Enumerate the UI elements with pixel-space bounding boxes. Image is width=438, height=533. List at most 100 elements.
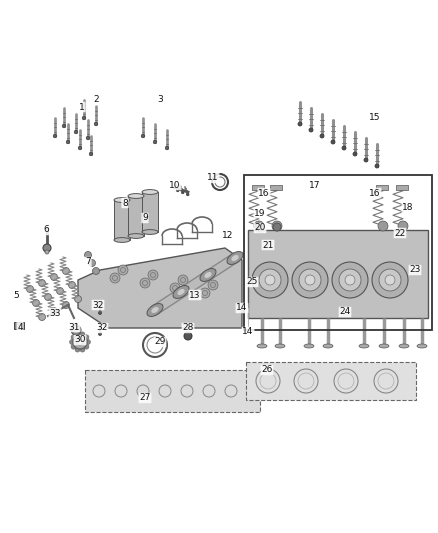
Text: 15: 15 [369,114,381,123]
Circle shape [43,244,51,252]
Circle shape [292,262,328,298]
Text: 16: 16 [369,189,381,198]
Circle shape [75,332,80,337]
Circle shape [74,295,81,303]
Ellipse shape [128,233,144,238]
Ellipse shape [205,272,212,278]
Circle shape [298,122,302,126]
Circle shape [71,335,76,340]
Bar [246,362,416,400]
Ellipse shape [128,193,144,198]
Ellipse shape [417,344,427,348]
Text: 30: 30 [74,335,86,344]
Circle shape [50,308,57,314]
Circle shape [88,260,95,266]
Ellipse shape [359,344,369,348]
Circle shape [110,273,120,283]
Circle shape [62,124,66,128]
Circle shape [332,262,368,298]
Bar [252,185,264,190]
Circle shape [71,344,76,349]
Circle shape [85,340,91,344]
Ellipse shape [323,344,333,348]
Bar [244,175,432,330]
Bar [128,196,144,236]
Ellipse shape [114,238,130,243]
Text: 2: 2 [93,95,99,104]
Text: 14: 14 [237,303,247,312]
Text: 7: 7 [85,257,91,266]
Ellipse shape [200,269,216,281]
Text: 21: 21 [262,240,274,249]
Bar [142,192,158,232]
Circle shape [165,146,169,150]
Circle shape [320,134,324,138]
Circle shape [378,221,388,231]
Text: 32: 32 [92,301,104,310]
Text: 9: 9 [142,214,148,222]
Text: 28: 28 [182,324,194,333]
Ellipse shape [231,255,239,261]
Circle shape [50,273,57,280]
Circle shape [45,250,49,254]
Circle shape [73,335,87,349]
Circle shape [379,269,401,291]
Ellipse shape [142,230,158,235]
Circle shape [32,300,39,306]
Circle shape [73,327,79,333]
Text: 24: 24 [339,308,351,317]
Circle shape [339,269,361,291]
Circle shape [272,221,282,231]
Text: 22: 22 [394,229,406,238]
Circle shape [89,152,93,156]
Circle shape [75,347,80,352]
Circle shape [86,136,90,140]
Circle shape [63,268,70,274]
Bar [376,185,388,190]
Text: 5: 5 [13,292,19,301]
Circle shape [118,265,128,275]
Circle shape [148,270,158,280]
Circle shape [364,158,368,162]
Text: 12: 12 [223,230,234,239]
Bar [248,230,428,318]
Circle shape [170,283,180,293]
Circle shape [140,278,150,288]
Text: 11: 11 [207,174,219,182]
Circle shape [80,332,85,337]
Text: 8: 8 [122,198,128,207]
Circle shape [39,279,46,287]
Ellipse shape [257,344,267,348]
Circle shape [299,269,321,291]
Ellipse shape [399,344,409,348]
Circle shape [372,262,408,298]
Ellipse shape [304,344,314,348]
Circle shape [70,340,74,344]
Text: 10: 10 [169,181,181,190]
Circle shape [77,339,83,345]
Circle shape [84,335,89,340]
Circle shape [331,140,335,144]
Text: 4: 4 [17,322,23,332]
Text: 33: 33 [49,309,61,318]
Circle shape [141,134,145,138]
Text: 26: 26 [261,366,273,375]
Circle shape [74,130,78,134]
Circle shape [252,262,288,298]
Circle shape [27,286,33,293]
Ellipse shape [173,286,189,298]
Circle shape [208,280,218,290]
Ellipse shape [275,344,285,348]
Circle shape [63,302,70,309]
Text: 23: 23 [410,265,420,274]
Circle shape [309,128,313,132]
Circle shape [99,311,102,314]
Text: 14: 14 [242,327,254,336]
Circle shape [305,275,315,285]
Bar [14,322,24,329]
Text: 16: 16 [258,189,270,198]
Bar [396,185,408,190]
Circle shape [353,152,357,156]
Circle shape [398,221,408,231]
Circle shape [66,140,70,144]
